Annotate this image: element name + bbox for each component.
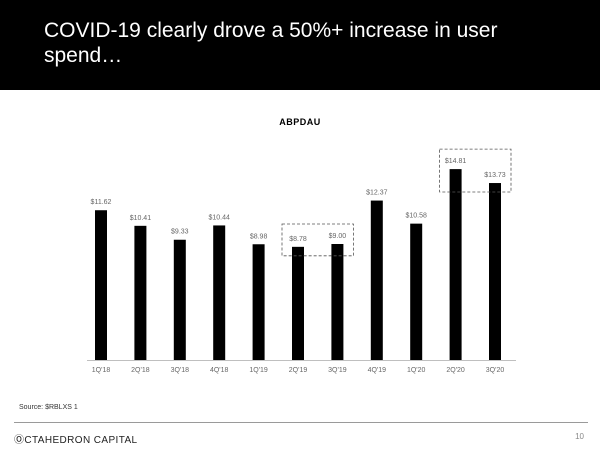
- source-note: Source: $RBLXS 1: [19, 404, 78, 411]
- data-label: $14.81: [445, 158, 467, 165]
- data-label: $12.37: [366, 190, 388, 197]
- bar-chart: $11.62 1Q'18 $10.41 2Q'18 $9.33 3Q'18 $10.44 4Q…: [87, 148, 516, 374]
- data-label: $10.44: [208, 214, 230, 221]
- x-tick-label: 3Q'19: [328, 367, 347, 374]
- x-tick-label: 3Q'18: [171, 367, 190, 374]
- x-tick-label: 1Q'20: [407, 367, 426, 374]
- data-label: $10.41: [130, 215, 152, 222]
- title-banner: COVID-19 clearly drove a 50%+ increase i…: [0, 0, 600, 90]
- chart-title: ABPDAU: [279, 117, 321, 127]
- x-tick-label: 4Q'19: [368, 367, 387, 374]
- bar: [292, 246, 304, 360]
- data-label: $9.33: [171, 229, 189, 236]
- x-tick-label: 4Q'18: [210, 367, 229, 374]
- bar: [331, 244, 344, 360]
- data-label: $13.73: [484, 172, 506, 179]
- bar: [449, 169, 462, 360]
- bar: [95, 210, 107, 360]
- bar: [213, 225, 226, 360]
- data-label: $9.00: [329, 233, 347, 240]
- data-label: $11.62: [91, 199, 112, 206]
- highlight-box: [439, 148, 512, 193]
- highlight-box: [281, 223, 354, 257]
- page-number: 10: [575, 432, 584, 441]
- x-tick-label: 2Q'19: [289, 367, 308, 374]
- footer-divider: [14, 422, 588, 423]
- bar: [252, 244, 265, 360]
- bar: [370, 200, 383, 360]
- x-tick-label: 2Q'20: [446, 367, 465, 374]
- x-tick-label: 1Q'19: [249, 367, 268, 374]
- x-tick-label: 2Q'18: [131, 367, 150, 374]
- bar: [134, 225, 147, 360]
- bar: [410, 223, 423, 360]
- data-label: $8.78: [289, 236, 307, 243]
- data-label: $10.58: [405, 213, 427, 220]
- slide-title: COVID-19 clearly drove a 50%+ increase i…: [44, 19, 498, 67]
- bar: [173, 239, 186, 360]
- x-tick-label: 3Q'20: [486, 367, 505, 374]
- x-tick-label: 1Q'18: [92, 367, 111, 374]
- bar: [489, 183, 501, 360]
- data-label: $8.98: [250, 233, 268, 240]
- footer-brand: ⓄCTAHEDRON CAPITAL: [14, 435, 138, 446]
